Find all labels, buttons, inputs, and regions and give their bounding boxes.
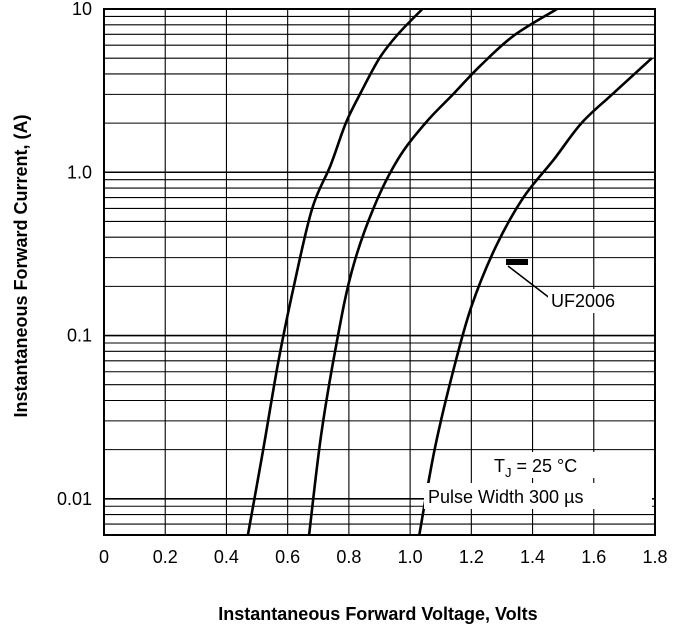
x-tick-label: 0.4	[214, 547, 239, 567]
y-tick-label: 0.01	[57, 489, 92, 509]
forward-curve-2	[307, 7, 558, 536]
part-marker	[506, 259, 528, 265]
x-tick-labels: 0 0.2 0.4 0.6 0.8 1.0 1.2 1.4 1.6 1.8	[99, 547, 668, 567]
curves	[246, 7, 653, 536]
pulse-width-label: Pulse Width 300 µs	[428, 487, 583, 507]
x-tick-label: 0	[99, 547, 109, 567]
x-tick-label: 1.6	[581, 547, 606, 567]
x-tick-label: 0.2	[153, 547, 178, 567]
tj-value: = 25 °C	[512, 456, 578, 476]
horizontal-grid	[104, 8, 655, 536]
x-tick-label: 1.2	[459, 547, 484, 567]
tj-symbol: T	[494, 456, 505, 476]
x-axis-title: Instantaneous Forward Voltage, Volts	[218, 604, 537, 624]
part-number-label: UF2006	[551, 291, 615, 311]
y-tick-label: 0.1	[67, 326, 92, 346]
x-tick-label: 0.6	[275, 547, 300, 567]
x-tick-label: 1.0	[398, 547, 423, 567]
y-axis-title: Instantaneous Forward Current, (A)	[11, 114, 31, 417]
tj-subscript: J	[505, 465, 512, 480]
plot-frame	[103, 8, 656, 536]
forward-curve-1	[246, 8, 424, 536]
part-annotation: UF2006	[506, 259, 628, 313]
x-tick-label: 1.8	[642, 547, 667, 567]
y-tick-label: 1.0	[67, 162, 92, 182]
x-tick-label: 1.4	[520, 547, 545, 567]
pulse-annotation: Pulse Width 300 µs	[424, 483, 652, 509]
svg-text:TJ = 25 °C: TJ = 25 °C	[494, 456, 577, 480]
y-tick-labels: 0.01 0.1 1.0 10	[57, 0, 92, 509]
part-leader-line	[507, 265, 552, 300]
forward-curve-3	[418, 57, 653, 536]
tj-annotation: TJ = 25 °C	[488, 452, 624, 480]
y-tick-label: 10	[72, 0, 92, 19]
x-tick-label: 0.8	[336, 547, 361, 567]
